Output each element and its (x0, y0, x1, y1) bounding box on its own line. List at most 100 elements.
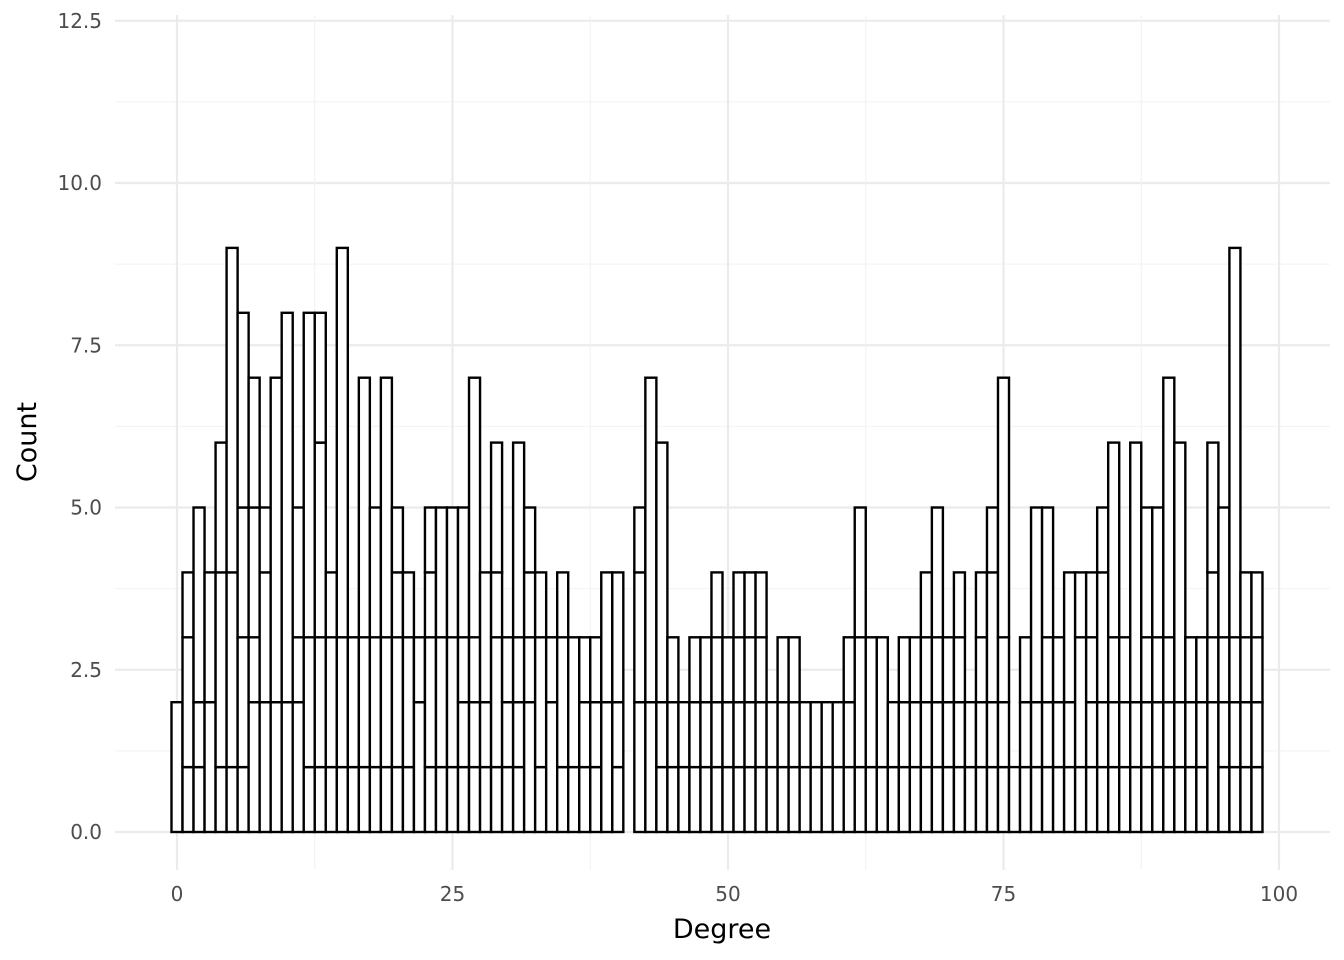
histogram-bar (611, 701, 625, 769)
histogram-bar (941, 701, 956, 769)
histogram-bar (754, 701, 768, 769)
histogram-bar (1140, 636, 1154, 704)
histogram-bar (710, 571, 724, 639)
histogram-bar (335, 765, 350, 834)
histogram-bar (952, 571, 967, 639)
histogram-bar (897, 765, 912, 834)
histogram-bar (379, 636, 394, 769)
histogram-bar (456, 506, 471, 639)
histogram-bar (500, 701, 515, 769)
histogram-bar (1151, 506, 1165, 639)
y-tick-label: 0.0 (70, 820, 102, 844)
histogram-bar (1018, 765, 1033, 834)
histogram-bar (1073, 636, 1088, 769)
histogram-bar (280, 311, 294, 704)
histogram-bar (214, 571, 228, 769)
histogram-bar (974, 571, 989, 639)
histogram-bar (302, 311, 316, 639)
histogram-bar (555, 636, 570, 769)
histogram-bar (908, 701, 923, 769)
histogram-bar (390, 571, 405, 639)
histogram-bar (1084, 571, 1099, 639)
histogram-bar (313, 765, 327, 834)
histogram-bar (368, 506, 383, 639)
histogram-bar (258, 506, 272, 574)
histogram-bar (1162, 701, 1176, 769)
histogram-bar (467, 636, 482, 704)
histogram-bar (335, 636, 350, 769)
histogram-bar (1018, 701, 1033, 769)
histogram-bar (1140, 506, 1154, 639)
histogram-bar (1173, 765, 1187, 834)
histogram-bar (456, 765, 471, 834)
histogram-bar (1217, 506, 1231, 639)
histogram-bar (1217, 701, 1231, 769)
histogram-bar (1029, 765, 1044, 834)
histogram-bar (1206, 636, 1220, 704)
histogram-bar (1106, 701, 1121, 769)
histogram-bar (467, 701, 482, 769)
histogram-bar (1073, 765, 1088, 834)
histogram-bar (1129, 701, 1143, 769)
histogram-bar (732, 571, 746, 639)
histogram-bar (247, 376, 261, 509)
histogram-bar (313, 441, 327, 639)
histogram-bar (919, 701, 934, 769)
histogram-bar (754, 571, 768, 639)
histogram-bar (1140, 765, 1154, 834)
histogram-bar (611, 765, 625, 834)
histogram-bar (963, 701, 978, 769)
histogram-bar (170, 701, 184, 834)
histogram-bar (941, 765, 956, 834)
histogram-bar (886, 765, 901, 834)
histogram-bar (302, 765, 316, 834)
histogram-bar (919, 765, 934, 834)
histogram-bar (1040, 506, 1055, 639)
histogram-bar (500, 636, 515, 704)
histogram-bar (787, 701, 801, 769)
histogram-bar (886, 701, 901, 769)
histogram-bar (247, 506, 261, 639)
histogram-bar (324, 571, 338, 639)
histogram-bar (324, 765, 338, 834)
histogram-bar (247, 701, 261, 834)
histogram-bar (214, 765, 228, 834)
histogram-bar (809, 765, 823, 834)
histogram-bar (666, 701, 680, 769)
histogram-bar (467, 765, 482, 834)
histogram-bar (688, 636, 702, 704)
histogram-bar (743, 636, 757, 704)
histogram-bar (677, 701, 691, 769)
histogram-bar (379, 376, 394, 639)
histogram-bar (280, 701, 294, 834)
histogram-bar (346, 636, 361, 769)
histogram-bar (842, 701, 856, 769)
histogram-bar (1250, 701, 1264, 769)
histogram-bar (269, 376, 283, 704)
x-tick-label: 0 (171, 882, 184, 906)
histogram-bar (732, 701, 746, 769)
histogram-bar (511, 701, 526, 769)
histogram-bar (732, 765, 746, 834)
histogram-bar (567, 765, 581, 834)
y-tick-label: 5.0 (70, 496, 102, 520)
x-tick-label: 75 (991, 882, 1016, 906)
histogram-bar (974, 636, 989, 704)
histogram-bar (357, 765, 372, 834)
histogram-bar (655, 701, 669, 769)
histogram-bar (434, 636, 449, 769)
y-axis-title: Count (12, 402, 43, 482)
histogram-bar (996, 701, 1011, 769)
histogram-bar (1051, 636, 1066, 704)
histogram-bar (578, 701, 592, 769)
histogram-bar (269, 701, 283, 834)
histogram-bar (214, 441, 228, 574)
histogram-bar (1195, 701, 1209, 769)
histogram-bar (335, 246, 350, 639)
histogram-bar (941, 636, 956, 704)
y-tick-label: 2.5 (70, 658, 102, 682)
histogram-bar (853, 636, 867, 769)
histogram-bar (181, 765, 195, 834)
histogram-bar (203, 701, 217, 834)
histogram-bar (688, 701, 702, 769)
